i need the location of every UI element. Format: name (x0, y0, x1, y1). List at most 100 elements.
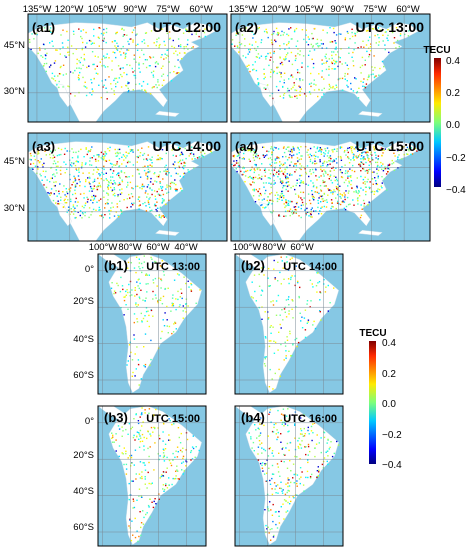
tec-dot (100, 157, 102, 159)
tec-dot (45, 70, 47, 73)
tec-dot (323, 436, 326, 439)
tec-dot (292, 300, 294, 302)
tec-dot (137, 540, 139, 543)
tec-dot (152, 183, 154, 185)
tec-dot (117, 195, 119, 198)
panel-label: (b1) (104, 258, 128, 273)
tec-dot (171, 149, 173, 151)
tec-dot (408, 150, 410, 152)
tec-dot (293, 84, 296, 86)
tec-dot (156, 175, 158, 178)
tec-dot (143, 255, 145, 257)
tec-dot (146, 83, 149, 85)
tec-dot (305, 173, 308, 175)
tec-dot (313, 83, 315, 85)
tec-dot (236, 170, 238, 173)
tec-dot (347, 73, 349, 75)
tec-dot (249, 160, 251, 162)
tec-dot (72, 30, 75, 33)
tec-dot (93, 198, 96, 200)
tec-dot (309, 158, 312, 161)
tec-dot (294, 423, 296, 425)
tec-dot (279, 167, 281, 169)
tec-dot (252, 69, 254, 71)
tec-dot (152, 70, 155, 72)
tec-dot (144, 201, 146, 204)
tec-dot (392, 162, 395, 164)
tec-dot (153, 190, 156, 192)
tec-dot (246, 169, 249, 172)
tec-dot (369, 46, 372, 48)
tec-dot (277, 294, 280, 297)
tec-dot (272, 473, 274, 475)
tec-dot (294, 89, 296, 91)
tec-dot (298, 296, 300, 299)
tec-dot (300, 191, 302, 193)
tec-dot (55, 202, 57, 204)
tec-dot (383, 65, 385, 68)
tec-dot (351, 31, 353, 34)
tec-dot (363, 168, 365, 170)
tec-dot (271, 488, 273, 490)
tec-dot (158, 493, 160, 495)
tec-dot (309, 450, 311, 453)
tec-dot (90, 43, 93, 45)
tec-dot (301, 181, 303, 184)
tec-dot (164, 443, 167, 445)
tec-dot (142, 154, 144, 156)
tec-dot (311, 162, 314, 165)
tec-dot (320, 151, 322, 153)
tec-dot (375, 75, 377, 77)
tec-dot (75, 48, 78, 50)
tec-dot (137, 169, 140, 171)
tec-dot (141, 496, 143, 498)
tec-dot (359, 165, 362, 167)
tec-dot (285, 261, 288, 264)
tec-dot (337, 193, 339, 196)
tec-dot (113, 79, 115, 82)
tec-dot (307, 149, 309, 151)
tec-dot (87, 198, 89, 201)
tec-dot (284, 175, 287, 177)
tec-dot (247, 149, 249, 152)
tec-dot (171, 303, 174, 306)
tec-dot (150, 483, 152, 485)
tec-dot (280, 433, 282, 435)
lat-label: 0° (85, 416, 94, 427)
tec-dot (120, 268, 123, 270)
tec-dot (355, 78, 357, 80)
map-panel-a2: (a2) UTC 13:00 (230, 13, 431, 123)
tec-dot (379, 29, 381, 31)
tec-dot (141, 475, 143, 478)
tec-dot (141, 147, 143, 149)
tec-dot (364, 64, 366, 66)
tec-dot (250, 168, 253, 171)
tec-dot (54, 185, 56, 187)
tec-dot (284, 493, 287, 496)
tec-dot (111, 202, 113, 204)
tec-dot (193, 167, 195, 169)
tec-dot (94, 196, 96, 198)
tec-dot (374, 190, 376, 193)
tec-dot (292, 317, 294, 319)
tec-dot (108, 150, 111, 152)
tec-dot (295, 78, 298, 80)
tec-dot (89, 183, 91, 185)
colorbar-tick: −0.2 (382, 430, 402, 441)
tec-dot (134, 27, 136, 29)
tec-dot (269, 501, 271, 503)
tec-dot (393, 169, 396, 171)
tec-dot (343, 151, 346, 153)
tec-dot (252, 176, 255, 179)
tec-dot (99, 61, 101, 63)
tec-dot (356, 186, 358, 189)
tec-dot (66, 192, 69, 195)
tec-dot (150, 256, 152, 259)
tec-dot (149, 158, 151, 160)
tec-dot (271, 528, 273, 530)
land-mass (357, 110, 383, 117)
tec-dot (173, 279, 176, 281)
tec-dot (93, 42, 95, 44)
tec-dot (38, 161, 41, 164)
tec-dot (176, 456, 179, 458)
